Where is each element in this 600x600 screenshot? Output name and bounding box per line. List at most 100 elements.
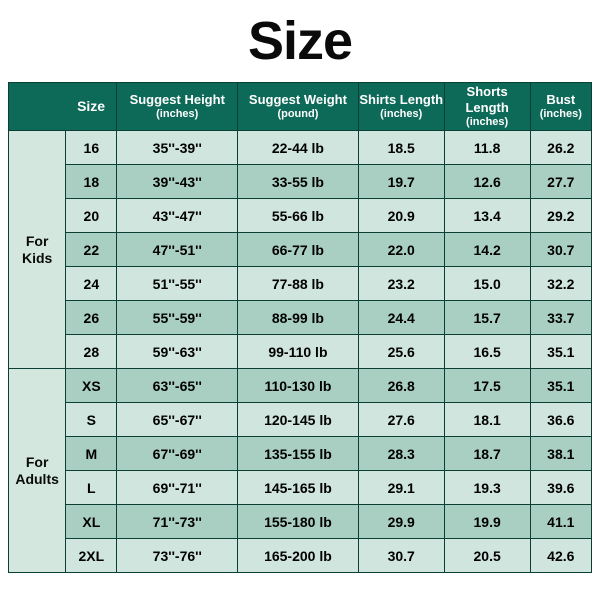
cell-shorts: 15.0 (444, 267, 530, 301)
cell-weight: 77-88 lb (238, 267, 359, 301)
col-header-shorts-sub: (inches) (445, 116, 530, 129)
cell-bust: 41.1 (530, 505, 591, 539)
cell-weight: 55-66 lb (238, 199, 359, 233)
cell-height: 63''-65'' (117, 369, 238, 403)
cell-weight: 165-200 lb (238, 539, 359, 573)
cell-shirts: 29.1 (358, 471, 444, 505)
cell-shirts: 30.7 (358, 539, 444, 573)
col-header-group (9, 83, 66, 131)
cell-weight: 99-110 lb (238, 335, 359, 369)
table-row: ForKids1635''-39''22-44 lb18.511.826.2 (9, 131, 592, 165)
cell-height: 51''-55'' (117, 267, 238, 301)
cell-height: 47''-51'' (117, 233, 238, 267)
table-row: S65''-67''120-145 lb27.618.136.6 (9, 403, 592, 437)
cell-shorts: 18.7 (444, 437, 530, 471)
cell-height: 71''-73'' (117, 505, 238, 539)
cell-bust: 39.6 (530, 471, 591, 505)
col-header-weight-main: Suggest Weight (238, 92, 358, 108)
col-header-shirts: Shirts Length (inches) (358, 83, 444, 131)
cell-shorts: 19.9 (444, 505, 530, 539)
group-label-line2: Kids (9, 250, 65, 266)
table-row: 2655''-59''88-99 lb24.415.733.7 (9, 301, 592, 335)
col-header-shirts-sub: (inches) (359, 108, 444, 121)
cell-shorts: 17.5 (444, 369, 530, 403)
col-header-shorts-main: Shorts Length (445, 84, 530, 115)
col-header-weight-sub: (pound) (238, 108, 358, 121)
cell-weight: 22-44 lb (238, 131, 359, 165)
cell-weight: 66-77 lb (238, 233, 359, 267)
cell-height: 35''-39'' (117, 131, 238, 165)
table-row: 2XL73''-76''165-200 lb30.720.542.6 (9, 539, 592, 573)
cell-bust: 29.2 (530, 199, 591, 233)
cell-size: XS (66, 369, 117, 403)
table-header-row: Size Suggest Height (inches) Suggest Wei… (9, 83, 592, 131)
cell-shirts: 18.5 (358, 131, 444, 165)
cell-shorts: 18.1 (444, 403, 530, 437)
cell-shirts: 20.9 (358, 199, 444, 233)
col-header-size: Size (66, 83, 117, 131)
cell-size: 22 (66, 233, 117, 267)
cell-bust: 35.1 (530, 335, 591, 369)
cell-shirts: 29.9 (358, 505, 444, 539)
cell-size: S (66, 403, 117, 437)
cell-height: 73''-76'' (117, 539, 238, 573)
cell-shirts: 23.2 (358, 267, 444, 301)
table-row: L69''-71''145-165 lb29.119.339.6 (9, 471, 592, 505)
cell-bust: 38.1 (530, 437, 591, 471)
cell-height: 39''-43'' (117, 165, 238, 199)
cell-size: 28 (66, 335, 117, 369)
col-header-shorts: Shorts Length (inches) (444, 83, 530, 131)
col-header-shirts-main: Shirts Length (359, 92, 444, 108)
cell-size: M (66, 437, 117, 471)
table-row: 1839''-43''33-55 lb19.712.627.7 (9, 165, 592, 199)
cell-shirts: 26.8 (358, 369, 444, 403)
col-header-height-sub: (inches) (117, 108, 237, 121)
col-header-bust-main: Bust (531, 92, 591, 108)
cell-bust: 26.2 (530, 131, 591, 165)
group-label: ForKids (9, 131, 66, 369)
table-row: 2247''-51''66-77 lb22.014.230.7 (9, 233, 592, 267)
cell-shirts: 25.6 (358, 335, 444, 369)
table-row: 2859''-63''99-110 lb25.616.535.1 (9, 335, 592, 369)
cell-size: XL (66, 505, 117, 539)
cell-bust: 36.6 (530, 403, 591, 437)
cell-weight: 155-180 lb (238, 505, 359, 539)
cell-shirts: 28.3 (358, 437, 444, 471)
cell-size: 18 (66, 165, 117, 199)
cell-size: 26 (66, 301, 117, 335)
cell-size: 24 (66, 267, 117, 301)
group-label-line1: For (9, 454, 65, 470)
cell-bust: 35.1 (530, 369, 591, 403)
col-header-weight: Suggest Weight (pound) (238, 83, 359, 131)
cell-weight: 135-155 lb (238, 437, 359, 471)
table-row: M67''-69''135-155 lb28.318.738.1 (9, 437, 592, 471)
size-chart-table: Size Suggest Height (inches) Suggest Wei… (8, 82, 592, 573)
cell-weight: 33-55 lb (238, 165, 359, 199)
cell-shorts: 15.7 (444, 301, 530, 335)
col-header-bust: Bust (inches) (530, 83, 591, 131)
cell-shorts: 11.8 (444, 131, 530, 165)
table-row: 2043''-47''55-66 lb20.913.429.2 (9, 199, 592, 233)
cell-size: 2XL (66, 539, 117, 573)
cell-height: 69''-71'' (117, 471, 238, 505)
cell-weight: 145-165 lb (238, 471, 359, 505)
cell-height: 67''-69'' (117, 437, 238, 471)
page-title: Size (248, 10, 352, 72)
col-header-height-main: Suggest Height (117, 92, 237, 108)
cell-height: 43''-47'' (117, 199, 238, 233)
cell-shorts: 12.6 (444, 165, 530, 199)
cell-shirts: 22.0 (358, 233, 444, 267)
cell-bust: 27.7 (530, 165, 591, 199)
group-label: ForAdults (9, 369, 66, 573)
cell-bust: 30.7 (530, 233, 591, 267)
group-label-line2: Adults (9, 471, 65, 487)
cell-height: 65''-67'' (117, 403, 238, 437)
cell-weight: 110-130 lb (238, 369, 359, 403)
cell-bust: 32.2 (530, 267, 591, 301)
cell-size: 16 (66, 131, 117, 165)
table-body: ForKids1635''-39''22-44 lb18.511.826.218… (9, 131, 592, 573)
group-label-line1: For (9, 233, 65, 249)
cell-bust: 33.7 (530, 301, 591, 335)
cell-size: 20 (66, 199, 117, 233)
cell-bust: 42.6 (530, 539, 591, 573)
